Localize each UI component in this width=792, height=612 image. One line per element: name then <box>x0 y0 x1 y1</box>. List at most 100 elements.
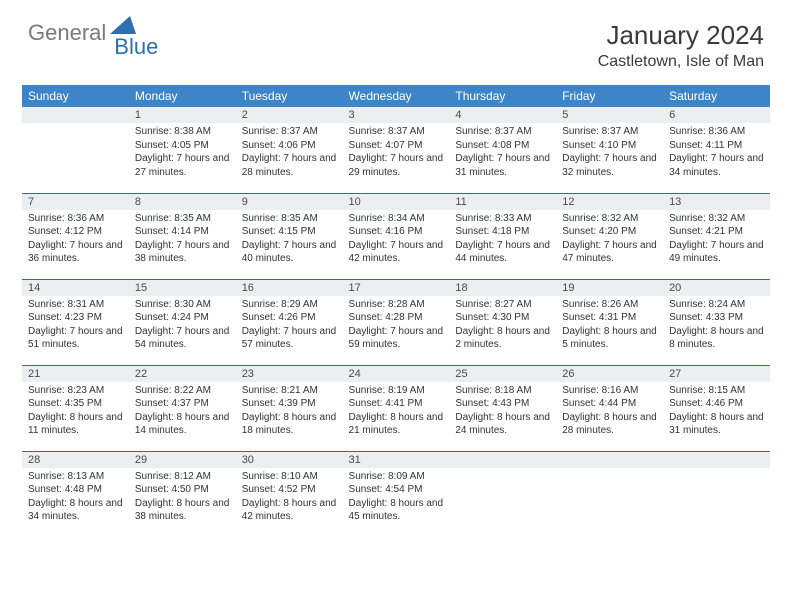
day-cell: 15Sunrise: 8:30 AMSunset: 4:24 PMDayligh… <box>129 279 236 365</box>
sunset-text: Sunset: 4:44 PM <box>562 397 657 411</box>
day-cell: 13Sunrise: 8:32 AMSunset: 4:21 PMDayligh… <box>663 193 770 279</box>
day-cell: 11Sunrise: 8:33 AMSunset: 4:18 PMDayligh… <box>449 193 556 279</box>
sunrise-text: Sunrise: 8:22 AM <box>135 384 230 398</box>
sunset-text: Sunset: 4:54 PM <box>349 483 444 497</box>
location-label: Castletown, Isle of Man <box>598 53 764 71</box>
day-cell: 4Sunrise: 8:37 AMSunset: 4:08 PMDaylight… <box>449 107 556 193</box>
sunrise-text: Sunrise: 8:13 AM <box>28 470 123 484</box>
weekday-header: Saturday <box>663 85 770 107</box>
sunrise-text: Sunrise: 8:09 AM <box>349 470 444 484</box>
daylight-text: Daylight: 7 hours and 47 minutes. <box>562 239 657 266</box>
day-number: 29 <box>129 452 236 468</box>
sunrise-text: Sunrise: 8:15 AM <box>669 384 764 398</box>
daylight-text: Daylight: 7 hours and 38 minutes. <box>135 239 230 266</box>
day-cell: 10Sunrise: 8:34 AMSunset: 4:16 PMDayligh… <box>343 193 450 279</box>
day-number <box>663 452 770 468</box>
day-cell: 14Sunrise: 8:31 AMSunset: 4:23 PMDayligh… <box>22 279 129 365</box>
day-cell <box>449 451 556 537</box>
logo-text-gray: General <box>28 20 106 46</box>
day-content: Sunrise: 8:19 AMSunset: 4:41 PMDaylight:… <box>343 382 450 442</box>
day-content: Sunrise: 8:31 AMSunset: 4:23 PMDaylight:… <box>22 296 129 356</box>
sunset-text: Sunset: 4:24 PM <box>135 311 230 325</box>
day-number: 5 <box>556 107 663 123</box>
sunrise-text: Sunrise: 8:35 AM <box>242 212 337 226</box>
sunset-text: Sunset: 4:14 PM <box>135 225 230 239</box>
sunrise-text: Sunrise: 8:28 AM <box>349 298 444 312</box>
weekday-header: Thursday <box>449 85 556 107</box>
week-row: 14Sunrise: 8:31 AMSunset: 4:23 PMDayligh… <box>22 279 770 365</box>
day-number: 27 <box>663 366 770 382</box>
day-number: 18 <box>449 280 556 296</box>
sunrise-text: Sunrise: 8:37 AM <box>455 125 550 139</box>
daylight-text: Daylight: 7 hours and 31 minutes. <box>455 152 550 179</box>
daylight-text: Daylight: 8 hours and 24 minutes. <box>455 411 550 438</box>
day-content: Sunrise: 8:35 AMSunset: 4:15 PMDaylight:… <box>236 210 343 270</box>
day-number: 15 <box>129 280 236 296</box>
sunrise-text: Sunrise: 8:12 AM <box>135 470 230 484</box>
daylight-text: Daylight: 8 hours and 14 minutes. <box>135 411 230 438</box>
sunset-text: Sunset: 4:15 PM <box>242 225 337 239</box>
daylight-text: Daylight: 7 hours and 49 minutes. <box>669 239 764 266</box>
daylight-text: Daylight: 8 hours and 18 minutes. <box>242 411 337 438</box>
daylight-text: Daylight: 8 hours and 31 minutes. <box>669 411 764 438</box>
logo: General Blue <box>28 20 182 46</box>
daylight-text: Daylight: 8 hours and 28 minutes. <box>562 411 657 438</box>
daylight-text: Daylight: 8 hours and 11 minutes. <box>28 411 123 438</box>
day-number: 28 <box>22 452 129 468</box>
sunrise-text: Sunrise: 8:38 AM <box>135 125 230 139</box>
sunrise-text: Sunrise: 8:19 AM <box>349 384 444 398</box>
weekday-header-row: Sunday Monday Tuesday Wednesday Thursday… <box>22 85 770 107</box>
day-number: 12 <box>556 194 663 210</box>
day-content: Sunrise: 8:33 AMSunset: 4:18 PMDaylight:… <box>449 210 556 270</box>
day-number <box>556 452 663 468</box>
sunset-text: Sunset: 4:30 PM <box>455 311 550 325</box>
day-content <box>663 468 770 474</box>
logo-triangle-icon <box>110 16 136 34</box>
day-number: 30 <box>236 452 343 468</box>
day-cell <box>663 451 770 537</box>
day-cell: 17Sunrise: 8:28 AMSunset: 4:28 PMDayligh… <box>343 279 450 365</box>
sunrise-text: Sunrise: 8:34 AM <box>349 212 444 226</box>
daylight-text: Daylight: 7 hours and 27 minutes. <box>135 152 230 179</box>
day-content: Sunrise: 8:12 AMSunset: 4:50 PMDaylight:… <box>129 468 236 528</box>
sunrise-text: Sunrise: 8:26 AM <box>562 298 657 312</box>
day-content: Sunrise: 8:16 AMSunset: 4:44 PMDaylight:… <box>556 382 663 442</box>
day-number: 16 <box>236 280 343 296</box>
sunset-text: Sunset: 4:07 PM <box>349 139 444 153</box>
sunset-text: Sunset: 4:05 PM <box>135 139 230 153</box>
day-content: Sunrise: 8:09 AMSunset: 4:54 PMDaylight:… <box>343 468 450 528</box>
week-row: 1Sunrise: 8:38 AMSunset: 4:05 PMDaylight… <box>22 107 770 193</box>
daylight-text: Daylight: 7 hours and 59 minutes. <box>349 325 444 352</box>
weekday-header: Monday <box>129 85 236 107</box>
day-content: Sunrise: 8:37 AMSunset: 4:08 PMDaylight:… <box>449 123 556 183</box>
day-content: Sunrise: 8:30 AMSunset: 4:24 PMDaylight:… <box>129 296 236 356</box>
day-number: 9 <box>236 194 343 210</box>
day-cell: 24Sunrise: 8:19 AMSunset: 4:41 PMDayligh… <box>343 365 450 451</box>
logo-text-blue: Blue <box>114 34 158 60</box>
month-title: January 2024 <box>598 20 764 51</box>
day-number: 22 <box>129 366 236 382</box>
sunset-text: Sunset: 4:26 PM <box>242 311 337 325</box>
daylight-text: Daylight: 7 hours and 28 minutes. <box>242 152 337 179</box>
day-number: 1 <box>129 107 236 123</box>
sunset-text: Sunset: 4:18 PM <box>455 225 550 239</box>
daylight-text: Daylight: 7 hours and 36 minutes. <box>28 239 123 266</box>
day-number: 13 <box>663 194 770 210</box>
day-content: Sunrise: 8:36 AMSunset: 4:11 PMDaylight:… <box>663 123 770 183</box>
sunset-text: Sunset: 4:10 PM <box>562 139 657 153</box>
day-number: 4 <box>449 107 556 123</box>
day-number: 3 <box>343 107 450 123</box>
day-number: 24 <box>343 366 450 382</box>
day-cell: 16Sunrise: 8:29 AMSunset: 4:26 PMDayligh… <box>236 279 343 365</box>
day-content: Sunrise: 8:34 AMSunset: 4:16 PMDaylight:… <box>343 210 450 270</box>
day-cell: 27Sunrise: 8:15 AMSunset: 4:46 PMDayligh… <box>663 365 770 451</box>
sunset-text: Sunset: 4:48 PM <box>28 483 123 497</box>
day-content: Sunrise: 8:10 AMSunset: 4:52 PMDaylight:… <box>236 468 343 528</box>
sunset-text: Sunset: 4:37 PM <box>135 397 230 411</box>
day-content <box>556 468 663 474</box>
day-cell: 6Sunrise: 8:36 AMSunset: 4:11 PMDaylight… <box>663 107 770 193</box>
day-cell: 18Sunrise: 8:27 AMSunset: 4:30 PMDayligh… <box>449 279 556 365</box>
sunrise-text: Sunrise: 8:10 AM <box>242 470 337 484</box>
day-cell: 1 Sunrise: 8:38 AMSunset: 4:05 PMDaylight… <box>129 107 236 193</box>
day-number: 19 <box>556 280 663 296</box>
